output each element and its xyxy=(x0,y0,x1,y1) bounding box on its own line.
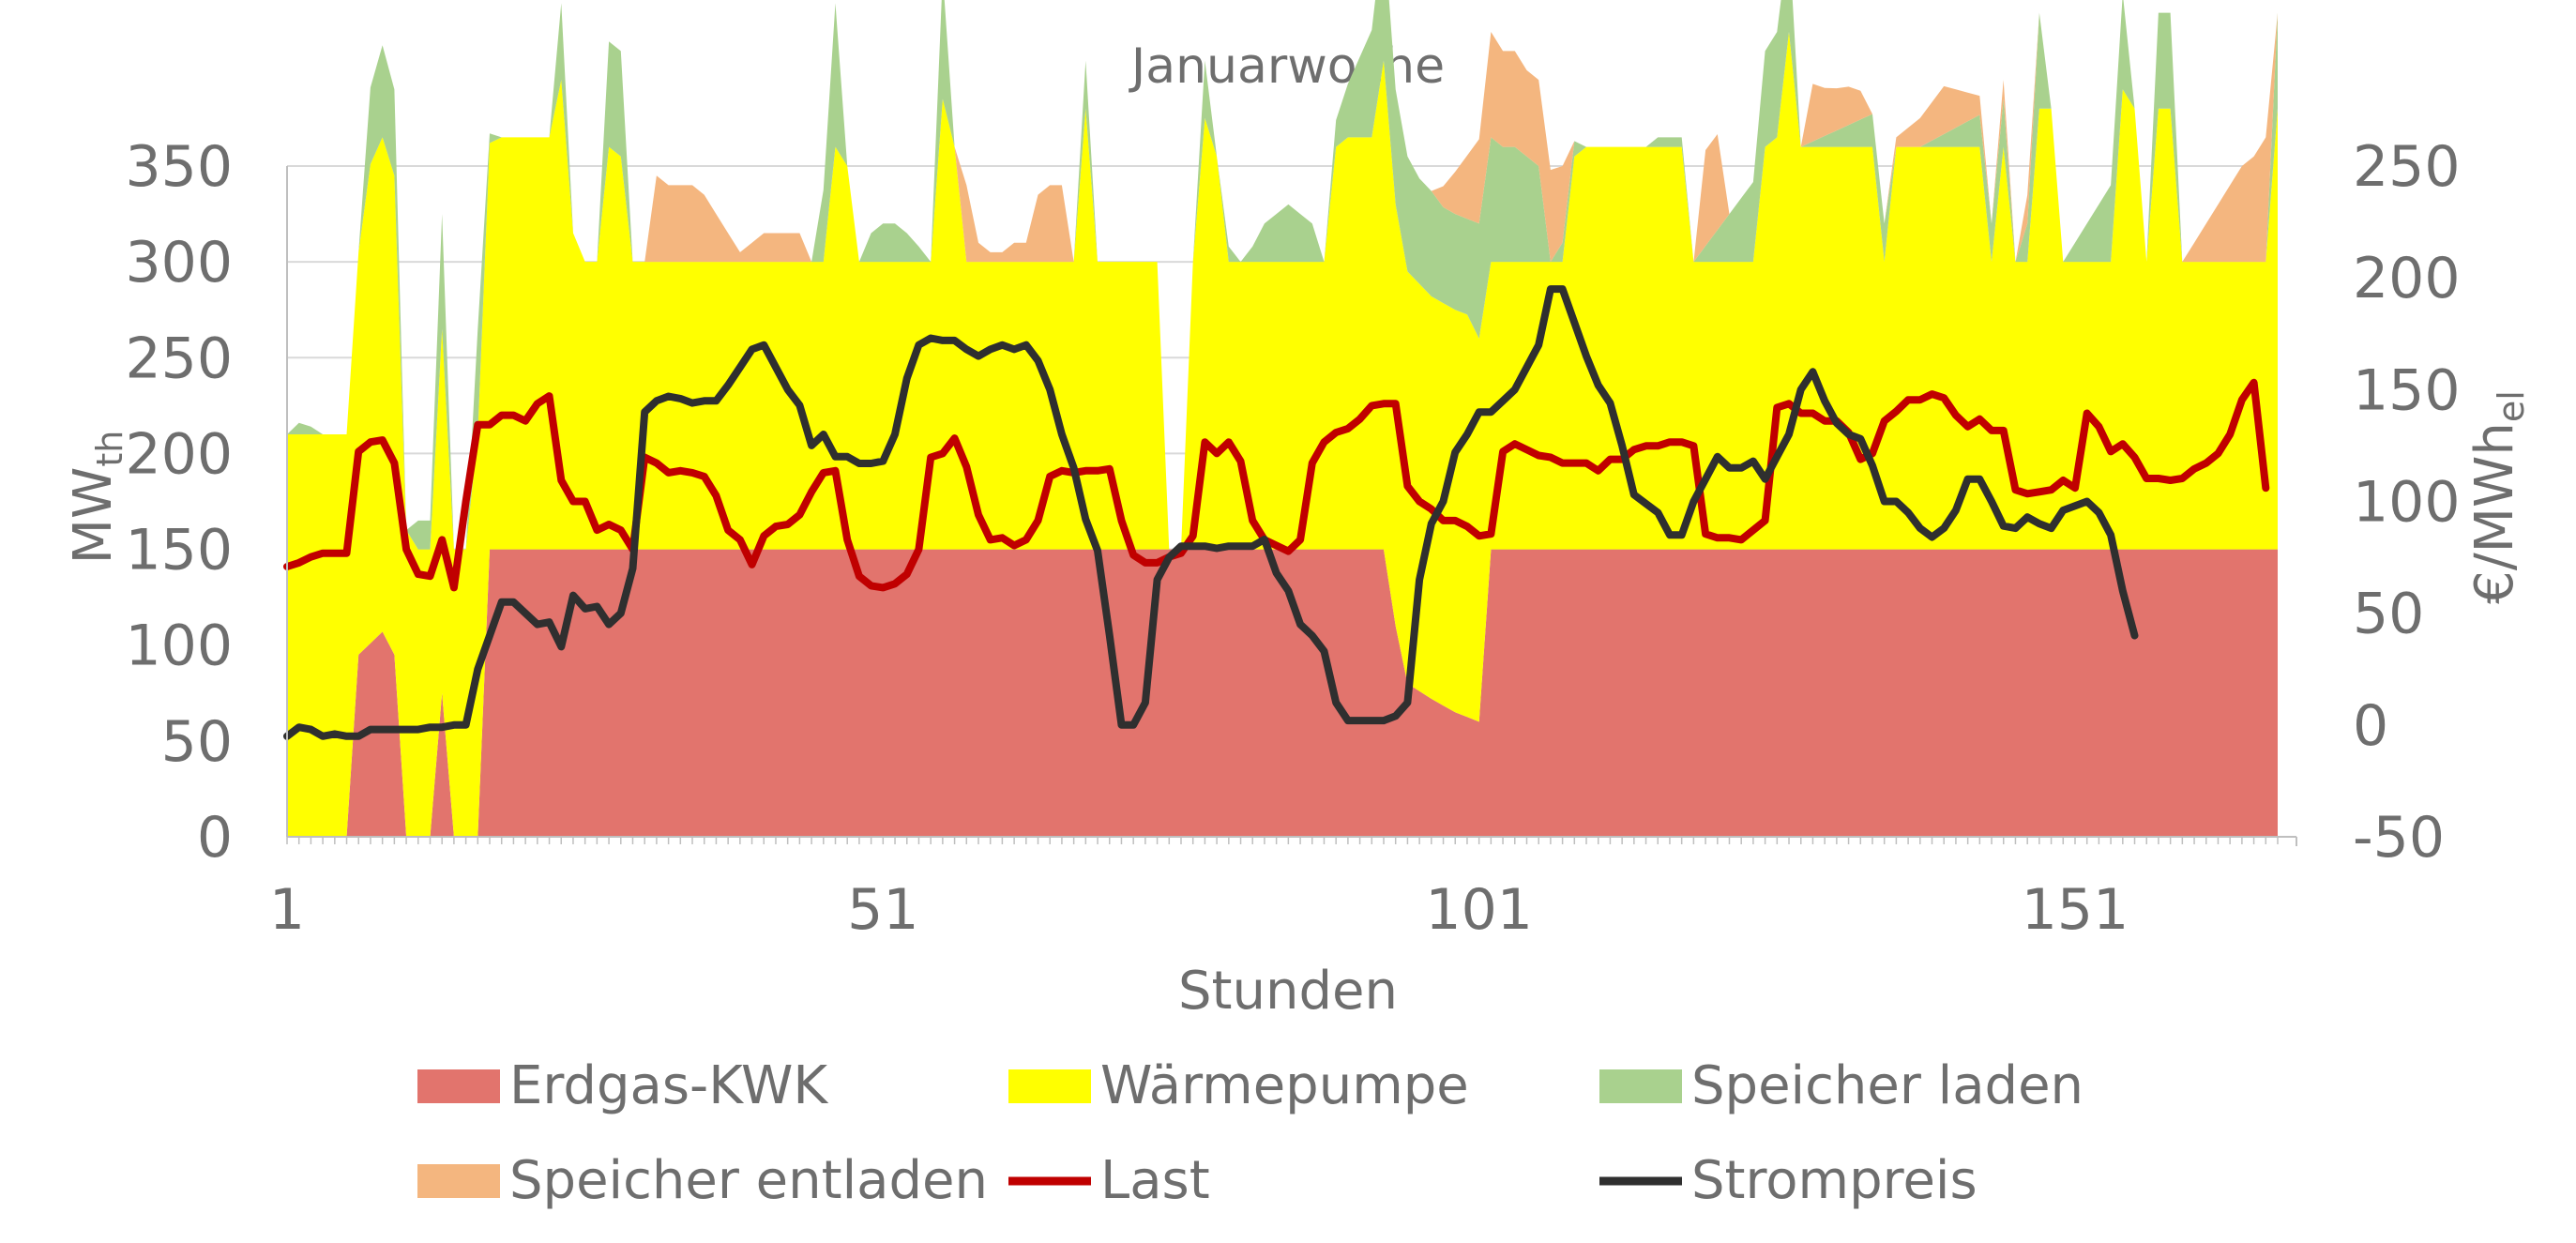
y-left-tick-label: 100 xyxy=(125,614,233,679)
legend-label-speicher-entladen: Speicher entladen xyxy=(509,1150,988,1211)
y-right-tick-label: 200 xyxy=(2353,246,2461,311)
x-axis-ticks: 1 51 101 151 xyxy=(269,877,2129,943)
area-erdgas-kwk xyxy=(287,549,2278,837)
legend-label-waermepumpe: Wärmepumpe xyxy=(1100,1055,1469,1116)
legend-item-speicher-entladen: Speicher entladen xyxy=(417,1150,988,1211)
y-right-tick-label: 50 xyxy=(2353,582,2424,647)
legend-item-waermepumpe: Wärmepumpe xyxy=(1008,1055,1469,1116)
legend-swatch-speicher-laden xyxy=(1599,1069,1682,1103)
left-axis-ticks: 0 50 100 150 200 250 300 350 xyxy=(125,134,233,871)
chart-title: Januarwoche xyxy=(1129,38,1445,95)
area-waermepumpe xyxy=(287,32,2278,837)
y-right-tick-label: 0 xyxy=(2353,693,2388,759)
x-axis-label: Stunden xyxy=(1178,961,1398,1022)
x-tick-label: 1 xyxy=(269,877,305,943)
y-left-tick-label: 50 xyxy=(161,709,233,775)
y-axis-left-label: MWth xyxy=(63,431,130,565)
y-right-tick-label: 150 xyxy=(2353,357,2461,423)
legend-swatch-waermepumpe xyxy=(1008,1069,1091,1103)
y-axis-right-label: €/MWhel xyxy=(2464,390,2532,604)
y-left-tick-label: 150 xyxy=(125,518,233,584)
y-right-tick-label: 250 xyxy=(2353,134,2461,200)
y-right-tick-label: -50 xyxy=(2353,805,2445,871)
line-strompreis xyxy=(283,285,2139,740)
legend-label-speicher-laden: Speicher laden xyxy=(1691,1055,2084,1116)
y-axis-right-label-main: €/MWh xyxy=(2464,422,2525,604)
y-left-tick-label: 0 xyxy=(197,805,233,871)
line-series xyxy=(283,285,2270,740)
y-axis-right-label-sub: el xyxy=(2491,390,2532,422)
y-left-tick-label: 350 xyxy=(125,134,233,200)
y-axis-left-label-sub: th xyxy=(89,431,130,467)
x-tick-label: 51 xyxy=(847,877,918,943)
right-axis-ticks: -50 0 50 100 150 200 250 xyxy=(2353,134,2461,871)
legend: Erdgas-KWK Wärmepumpe Speicher laden Spe… xyxy=(417,1055,2084,1211)
y-left-tick-label: 250 xyxy=(125,326,233,391)
y-left-tick-label: 200 xyxy=(125,421,233,487)
line-last xyxy=(283,378,2270,592)
legend-item-last: Last xyxy=(1008,1150,1210,1211)
legend-swatch-erdgas-kwk xyxy=(417,1069,500,1103)
legend-label-last: Last xyxy=(1100,1150,1210,1211)
y-left-tick-label: 300 xyxy=(125,230,233,296)
x-tick-label: 151 xyxy=(2022,877,2129,943)
legend-label-erdgas-kwk: Erdgas-KWK xyxy=(509,1055,828,1116)
legend-item-erdgas-kwk: Erdgas-KWK xyxy=(417,1055,828,1116)
legend-item-strompreis: Strompreis xyxy=(1599,1150,1977,1211)
y-right-tick-label: 100 xyxy=(2353,470,2461,536)
axes xyxy=(286,166,2297,846)
legend-swatch-speicher-entladen xyxy=(417,1164,500,1198)
legend-item-speicher-laden: Speicher laden xyxy=(1599,1055,2084,1116)
x-tick-label: 101 xyxy=(1425,877,1533,943)
y-axis-left-label-main: MW xyxy=(63,467,124,565)
stacked-areas xyxy=(287,0,2278,837)
legend-label-strompreis: Strompreis xyxy=(1691,1150,1977,1211)
